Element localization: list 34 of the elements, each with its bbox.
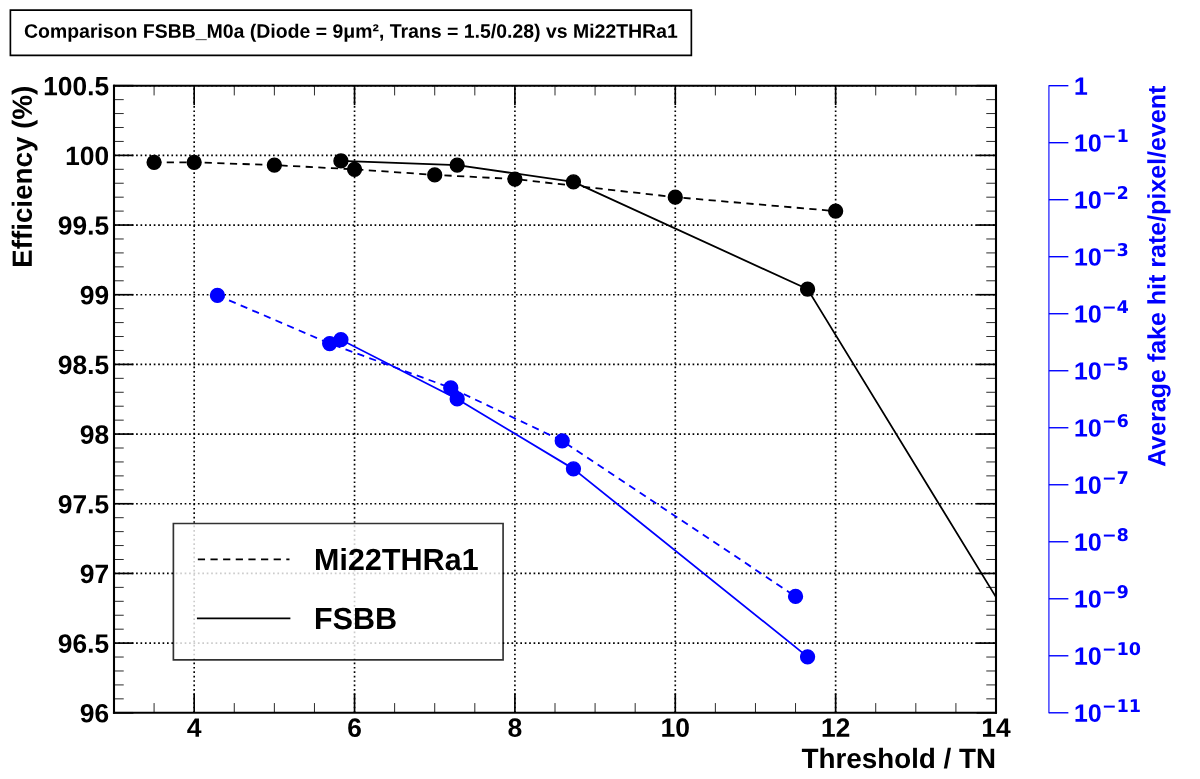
legend-label: FSBB — [315, 607, 396, 630]
x-tick-label: 4 — [187, 718, 202, 737]
x-tick-label: 12 — [822, 718, 850, 737]
y-tick-label: 97.5 — [58, 494, 109, 514]
y2-tick-label: 10$^{−5}$ — [1075, 357, 1128, 380]
y2-tick-label: 10$^{−3}$ — [1075, 243, 1128, 266]
y-tick-label: 98 — [80, 425, 109, 444]
x-tick-label: 10 — [662, 718, 689, 738]
x-tick-label: 14 — [982, 718, 1011, 737]
y-tick-label: 96.5 — [58, 634, 109, 653]
y2-tick-label: 10$^{−8}$ — [1075, 528, 1128, 551]
y2-tick-label: 10$^{−4}$ — [1075, 300, 1128, 323]
y2-tick-label: 1 — [1075, 77, 1088, 95]
y-tick-label: 100 — [66, 146, 109, 166]
y-tick-label: 100.5 — [44, 76, 109, 96]
y-tick-label: 99 — [80, 285, 109, 305]
y-axis-title: Efficiency (%) — [11, 87, 38, 266]
y2-tick-label: 10$^{−2}$ — [1075, 186, 1128, 209]
y2-tick-label: 10$^{−9}$ — [1075, 585, 1128, 608]
y2-tick-label: 10$^{−10}$ — [1075, 642, 1141, 665]
y2-tick-label: 10$^{−11}$ — [1075, 699, 1140, 722]
y-tick-label: 99.5 — [58, 216, 109, 235]
chart-title: Comparison FSBB_M0a (Diode = 9μm², Trans = 1.5/0.28) vs Mi22THRa1 — [24, 23, 678, 42]
y-tick-label: 96 — [80, 703, 109, 723]
x-tick-label: 8 — [508, 718, 522, 738]
x-axis-title: Threshold / TN — [801, 747, 995, 769]
y2-tick-label: 10$^{−6}$ — [1075, 414, 1128, 437]
legend-label: Mi22THRa1 — [315, 547, 478, 571]
y-tick-label: 98.5 — [58, 355, 109, 375]
y2-axis-title: Average fake hit rate/pixel/event — [1147, 85, 1171, 467]
y-tick-label: 97 — [80, 564, 108, 584]
y2-tick-label: 10$^{−7}$ — [1075, 471, 1128, 494]
y2-tick-label: 10$^{−1}$ — [1075, 129, 1128, 152]
x-tick-label: 6 — [348, 718, 361, 738]
